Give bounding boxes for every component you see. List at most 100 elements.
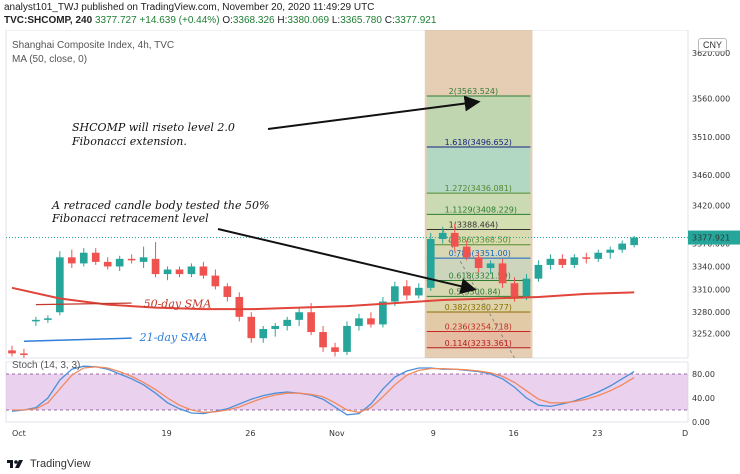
candle-body bbox=[56, 257, 64, 313]
low-label: L: bbox=[331, 15, 341, 26]
candle-body bbox=[402, 286, 411, 296]
fib-zone bbox=[426, 193, 531, 215]
fib-level-label: 1.618(3496.652) bbox=[445, 138, 512, 147]
price-change: +14.639 (+0.44%) bbox=[139, 15, 220, 26]
candle-body bbox=[570, 257, 579, 265]
fib-level-label: 1(3388.464) bbox=[449, 220, 499, 229]
candle-body bbox=[139, 257, 148, 262]
candle-body bbox=[163, 269, 172, 275]
fib-zone bbox=[426, 331, 531, 348]
fib-level-label: 0.114(3233.361) bbox=[445, 339, 512, 348]
x-tick-label: 26 bbox=[245, 429, 255, 438]
sma21-segment bbox=[23, 337, 132, 342]
y-tick-label: 3620.000 bbox=[692, 49, 730, 58]
candle-body bbox=[32, 319, 40, 322]
candle-body bbox=[498, 263, 507, 284]
candle-body bbox=[319, 332, 327, 348]
candle-body bbox=[534, 264, 543, 279]
price-chart[interactable]: 2(3563.524) 1.618(3496.652) 1.272(3436.081… bbox=[0, 30, 740, 448]
candle-body bbox=[235, 296, 244, 317]
fib-level-label: 0.886(3368.50) bbox=[449, 236, 511, 245]
candle-body bbox=[151, 258, 160, 275]
candle-body bbox=[630, 237, 638, 246]
chart-title: Shanghai Composite Index, 4h, TVC bbox=[12, 40, 175, 51]
stoch-band bbox=[6, 374, 688, 410]
open-label: O: bbox=[222, 15, 233, 26]
candle-body bbox=[175, 269, 184, 275]
annotation-text: Fibonacci extension. bbox=[71, 135, 187, 148]
price-tag-text: 3377.921 bbox=[692, 234, 730, 243]
candle-body bbox=[8, 350, 16, 354]
ma-legend: MA (50, close, 0) bbox=[12, 54, 88, 65]
candle-body bbox=[283, 319, 292, 326]
fib-level-label: 0.786(3351.00) bbox=[449, 249, 511, 258]
stoch-legend: Stoch (14, 3, 3) bbox=[12, 360, 81, 371]
fib-zone bbox=[426, 214, 531, 230]
x-tick-label: 19 bbox=[162, 429, 172, 438]
candle-body bbox=[546, 258, 555, 265]
y-tick-label: 3252.000 bbox=[692, 330, 730, 339]
candle-body bbox=[426, 239, 435, 288]
sma21-label: 21-day SMA bbox=[139, 331, 208, 344]
fib-level-label: 0.382(3280.277) bbox=[445, 303, 512, 312]
y-tick-label: 3280.000 bbox=[692, 308, 730, 317]
candle-body bbox=[414, 287, 423, 296]
candle-body bbox=[91, 252, 100, 262]
fib-zone bbox=[426, 146, 531, 194]
candle-body bbox=[67, 257, 76, 264]
high-label: H: bbox=[277, 15, 288, 26]
arrow-to-extension bbox=[267, 95, 481, 130]
candle-body bbox=[558, 258, 567, 265]
stoch-y-tick-label: 80.00 bbox=[692, 370, 715, 379]
symbol-ohlc-bar: TVC:SHCOMP, 240 3377.727 +14.639 (+0.44%… bbox=[4, 15, 436, 26]
candle-body bbox=[199, 266, 208, 276]
sma50-segment bbox=[35, 302, 132, 306]
stoch-y-tick-label: 0.00 bbox=[692, 418, 710, 427]
candle-body bbox=[271, 325, 280, 330]
candle-body bbox=[582, 257, 591, 259]
fib-level-label: 0.236(3254.718) bbox=[445, 323, 512, 332]
candle-body bbox=[522, 278, 531, 297]
brand-name: TradingView bbox=[30, 458, 91, 470]
y-tick-label: 3560.000 bbox=[692, 95, 730, 104]
candle-body bbox=[44, 318, 52, 320]
candle-body bbox=[331, 347, 339, 352]
x-tick-label: Nov bbox=[329, 429, 345, 438]
stoch-d-line bbox=[11, 366, 635, 414]
candle-body bbox=[594, 252, 603, 259]
stoch-k-line bbox=[11, 365, 635, 416]
annotation-text: A retraced candle body tested the 50% bbox=[51, 199, 269, 212]
candle-body bbox=[187, 266, 196, 275]
fib-level-label: 0.618(3321.59) bbox=[449, 272, 511, 281]
fib-level-label: 1.272(3436.081) bbox=[445, 184, 512, 193]
candle-body bbox=[223, 286, 232, 297]
annotation-text: SHCOMP will riseto level 2.0 bbox=[72, 121, 235, 134]
footer: TradingView bbox=[6, 458, 91, 470]
candle-body bbox=[450, 232, 459, 247]
y-tick-label: 3310.000 bbox=[692, 285, 730, 294]
candle-body bbox=[127, 258, 136, 261]
close-value: 3377.921 bbox=[394, 15, 437, 26]
candle-body bbox=[379, 301, 387, 325]
annotation-text: Fibonacci retracement level bbox=[51, 212, 209, 225]
x-tick-label: Oct bbox=[12, 429, 26, 438]
arrow-to-retracement bbox=[217, 228, 477, 295]
tradingview-logo-icon bbox=[7, 460, 23, 468]
candle-body bbox=[355, 318, 363, 326]
candle-body bbox=[103, 261, 112, 267]
candle-body bbox=[20, 353, 28, 355]
candle-body bbox=[486, 263, 495, 268]
candle-body bbox=[79, 252, 88, 264]
x-tick-label: 23 bbox=[592, 429, 602, 438]
x-tick-label: D bbox=[682, 429, 688, 438]
y-tick-label: 3510.000 bbox=[692, 133, 730, 142]
currency-button[interactable]: CNY bbox=[698, 38, 728, 52]
candle-body bbox=[211, 275, 220, 287]
candle-body bbox=[618, 243, 627, 250]
x-tick-label: 16 bbox=[509, 429, 519, 438]
candle-body bbox=[307, 312, 315, 333]
publish-info: analyst101_TWJ published on TradingView.… bbox=[4, 2, 375, 13]
price-pane-frame bbox=[5, 30, 689, 359]
last-price: 3377.727 bbox=[94, 15, 137, 26]
ma50-line bbox=[11, 286, 635, 311]
